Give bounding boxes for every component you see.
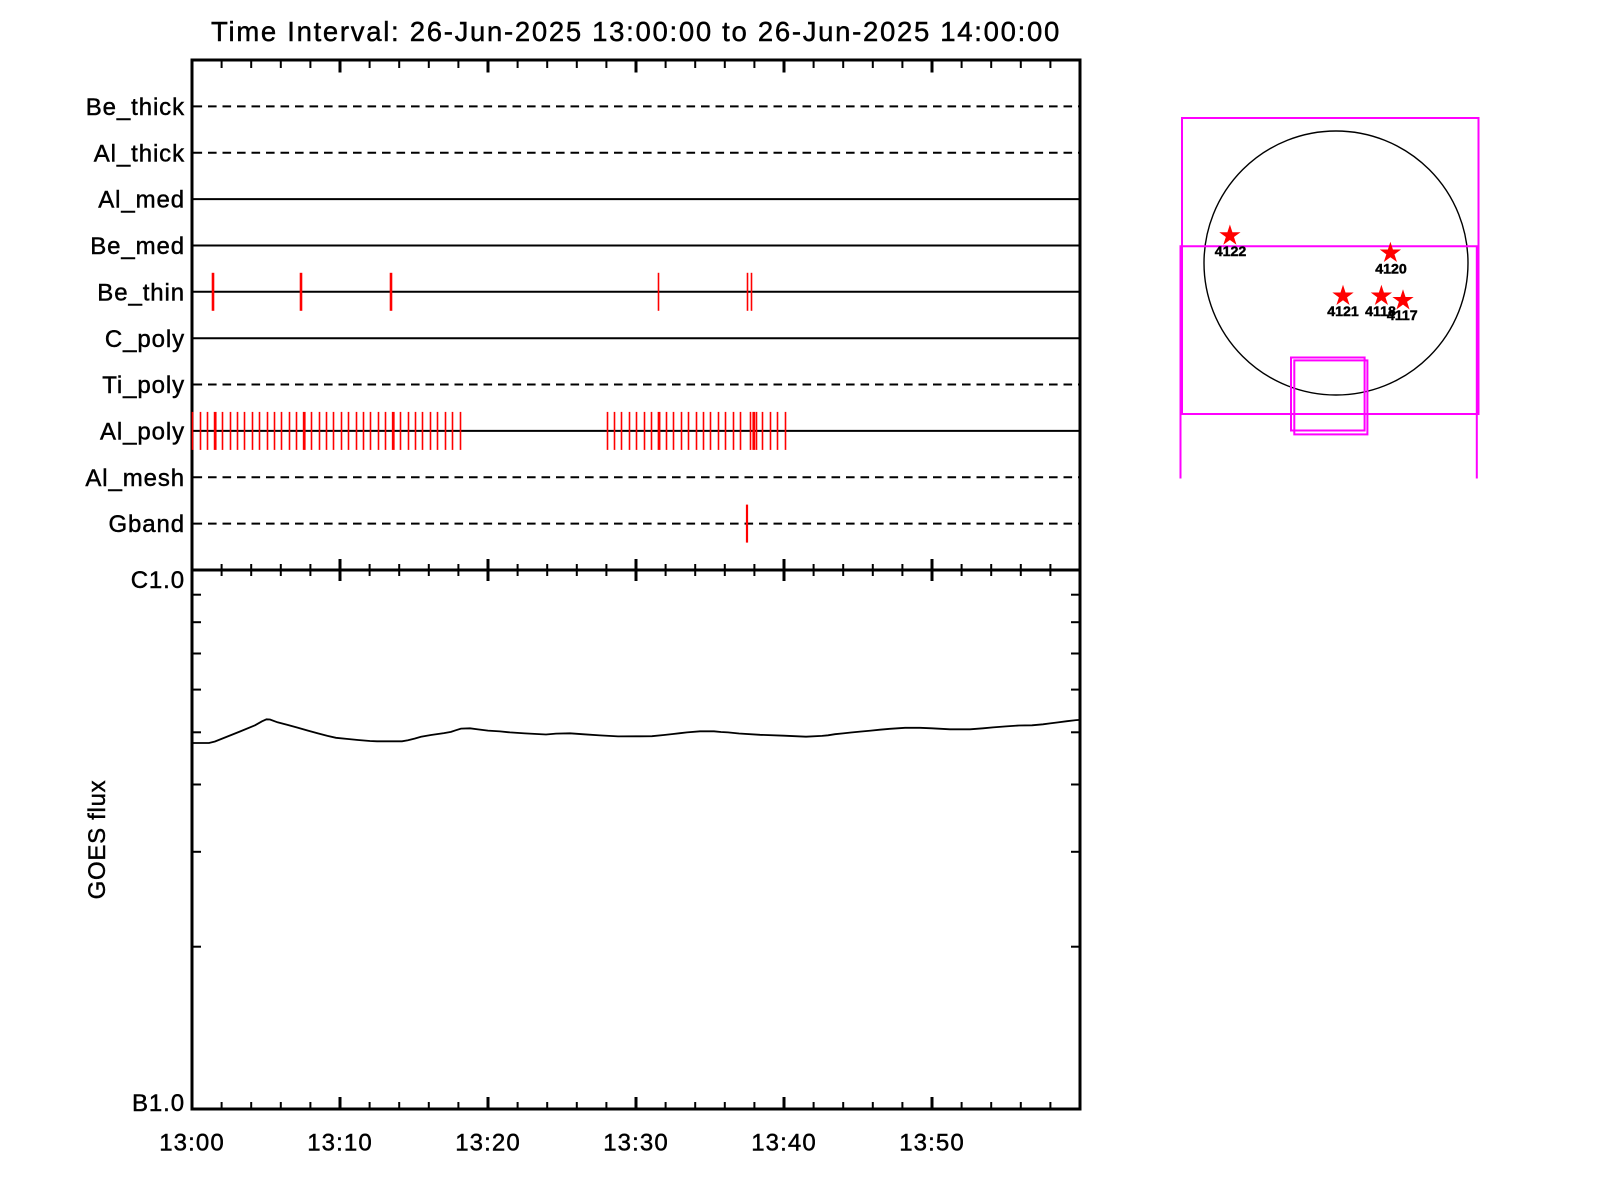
svg-text:4120: 4120 [1375,262,1407,278]
svg-text:GOES flux: GOES flux [84,780,111,900]
svg-text:13:50: 13:50 [899,1130,965,1157]
svg-text:Gband: Gband [108,511,185,538]
svg-text:Be_med: Be_med [90,233,185,260]
svg-text:4122: 4122 [1215,244,1247,260]
svg-text:Be_thin: Be_thin [97,279,185,306]
svg-text:Time Interval: 26-Jun-2025 13:: Time Interval: 26-Jun-2025 13:00:00 to 2… [211,16,1061,47]
svg-text:13:10: 13:10 [307,1130,373,1157]
svg-text:Be_thick: Be_thick [86,94,185,121]
svg-text:Al_poly: Al_poly [100,419,185,446]
svg-text:Ti_poly: Ti_poly [102,372,185,399]
svg-text:4117: 4117 [1387,308,1418,324]
svg-text:Al_mesh: Al_mesh [85,465,185,492]
svg-text:13:00: 13:00 [159,1130,225,1157]
svg-text:Al_med: Al_med [98,187,185,214]
svg-text:13:40: 13:40 [751,1130,817,1157]
svg-text:4121: 4121 [1327,304,1359,320]
svg-text:Al_thick: Al_thick [94,140,185,167]
svg-text:4118: 4118 [1365,304,1396,320]
svg-text:C_poly: C_poly [105,326,185,353]
svg-text:13:30: 13:30 [603,1130,669,1157]
svg-text:13:20: 13:20 [455,1130,521,1157]
svg-text:C1.0: C1.0 [131,567,185,594]
svg-text:B1.0: B1.0 [132,1090,185,1117]
